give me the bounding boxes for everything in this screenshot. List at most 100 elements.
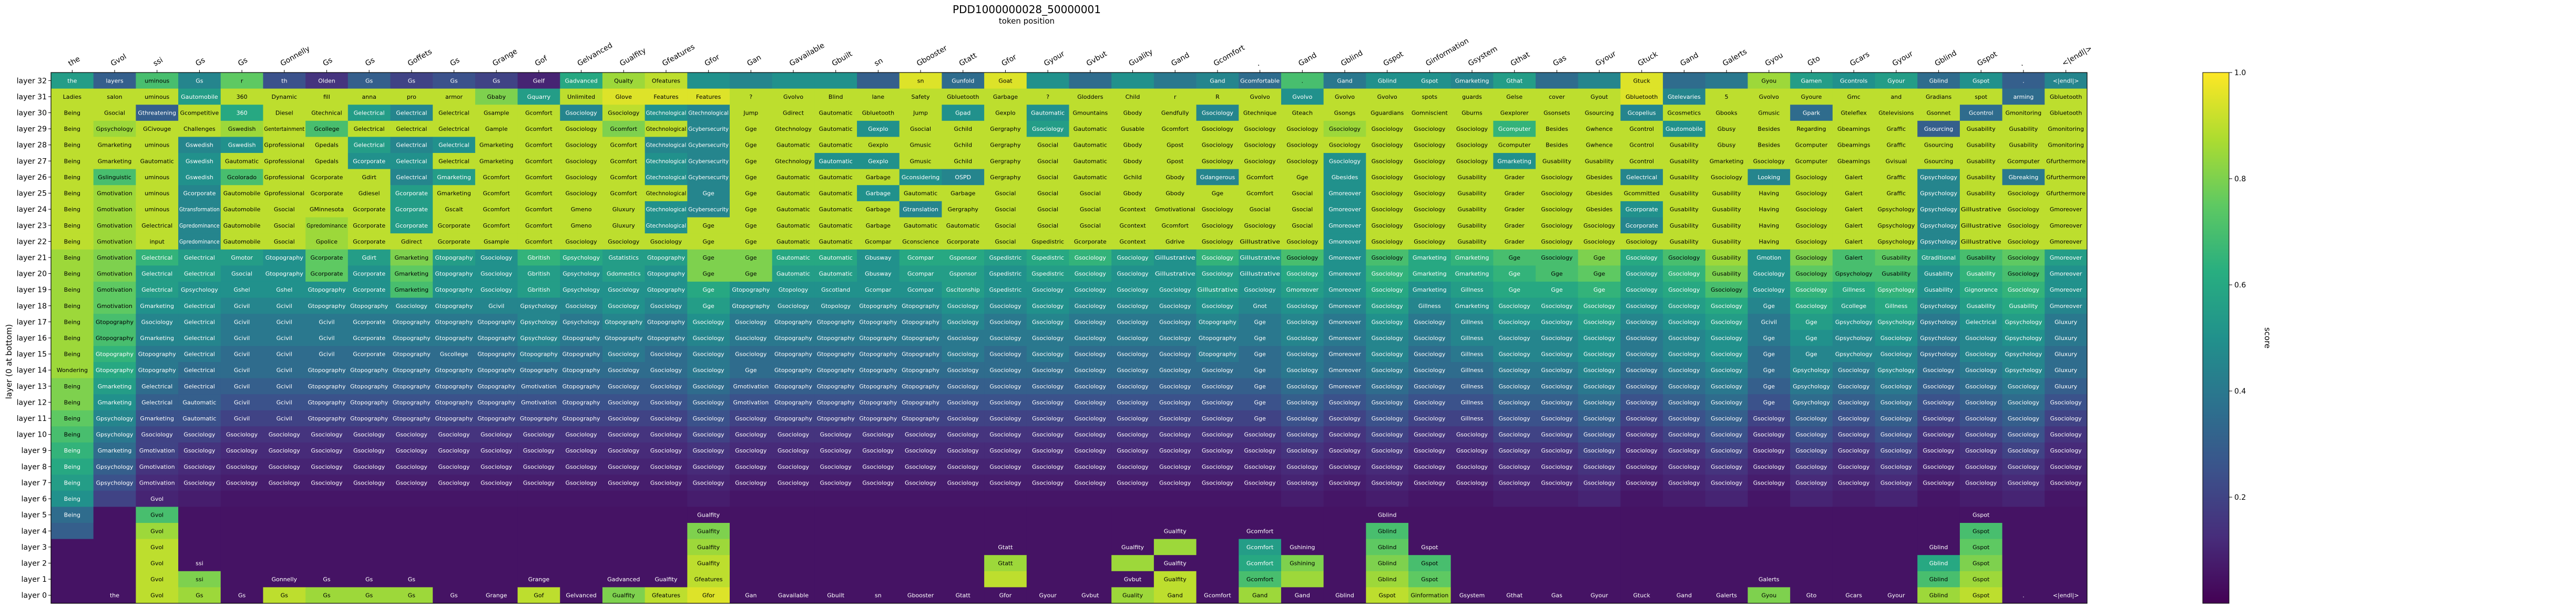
cell-label: Gsociology (566, 464, 598, 470)
cell-label: Gs (323, 592, 331, 599)
heatmap-cell (1323, 153, 1366, 170)
y-tick-label: layer 30 (17, 109, 47, 118)
heatmap-cell (305, 169, 349, 186)
cell-label: Gge (1805, 335, 1817, 342)
cell-label: Gvolvo (1250, 94, 1270, 100)
heatmap-cell (1620, 571, 1663, 588)
cell-label: Gsociology (1244, 158, 1276, 164)
cell-label: Gsociology (947, 479, 979, 486)
cell-label: Gsociology (947, 335, 979, 342)
cell-label: Gtopography (563, 415, 600, 422)
heatmap-cell (517, 233, 560, 250)
cell-label: Gtopography (477, 383, 515, 390)
cell-label: Gsociology (1329, 126, 1361, 132)
cell-label: Besides (1546, 142, 1568, 149)
cell-label: Gspedistric (1031, 271, 1064, 277)
heatmap-cell (1832, 153, 1876, 170)
cell-label: Being (64, 254, 80, 261)
heatmap-cell (220, 120, 263, 137)
cell-label: Gsociology (1032, 335, 1064, 342)
heatmap-cell (1450, 153, 1494, 170)
cell-label: Gusability (1670, 238, 1699, 245)
cell-label: Gsociology (1244, 286, 1276, 293)
cell-label: Gs (493, 77, 500, 84)
heatmap-cell (645, 169, 688, 186)
heatmap-cells: the layers uminous Gs r th Olden Gs Gs Gs Gs Gelf Ga… (51, 73, 2088, 604)
heatmap-cell (942, 185, 985, 202)
cell-label: Gcivil (277, 399, 292, 406)
heatmap-cell (687, 185, 730, 202)
cell-label: Gradians (1926, 94, 1952, 100)
cell-label: Gsociology (1923, 415, 1955, 422)
cell-label: Gsociology (1202, 158, 1234, 164)
heatmap-cell (517, 88, 560, 105)
cell-label: Gsociology (1117, 286, 1149, 293)
heatmap-cell (560, 120, 603, 137)
heatmap-cell (93, 522, 136, 540)
heatmap-cell (1620, 507, 1663, 523)
heatmap-cell (347, 88, 391, 105)
cell-label: Gswedish (186, 142, 213, 149)
heatmap-cell (687, 169, 730, 186)
cell-label: Gblind (1378, 560, 1397, 567)
heatmap-cell (1705, 153, 1748, 170)
cell-label: armor (445, 94, 463, 100)
cell-label: Gquarry (527, 94, 551, 100)
cell-label: Gsociology (566, 447, 598, 454)
cell-label: Gautomobile (223, 222, 261, 229)
cell-label: Gsociology (1499, 367, 1531, 374)
cell-label: Gtechnological (646, 174, 687, 181)
cell-label: Gge (1805, 318, 1817, 325)
cell-label: Gchild (954, 126, 972, 132)
heatmap-cell (1239, 105, 1282, 121)
heatmap-cell (687, 137, 730, 153)
heatmap-cell (51, 233, 94, 250)
cell-label: Gbesides (1586, 174, 1613, 181)
heatmap-cell (1239, 73, 1282, 89)
cell-label: Gautomatic (819, 142, 853, 149)
heatmap-cell (942, 120, 985, 137)
cell-label: Gonnelly (271, 576, 297, 583)
cell-label: Gtopography (647, 318, 685, 325)
y-tick-label: layer 28 (17, 141, 47, 150)
heatmap-cell (814, 490, 857, 507)
cell-label: Gsociology (608, 303, 640, 310)
heatmap-cell (390, 201, 433, 218)
cell-label: Gsociology (1075, 479, 1107, 486)
heatmap-cell (1832, 169, 1876, 186)
heatmap-cell (51, 88, 94, 105)
cell-label: . (1302, 77, 1304, 84)
cell-label: Ofeatures (652, 77, 680, 84)
y-tick-label: layer 32 (17, 77, 47, 85)
cell-label: Gsociology (1583, 367, 1616, 374)
cell-label: Gillustrative (1155, 271, 1195, 277)
cell-label: Gsociology (1880, 415, 1913, 422)
cell-label: Gautomatic (819, 271, 853, 277)
cell-label: Gsociology (1372, 447, 1404, 454)
heatmap-cell (1111, 507, 1154, 523)
cell-label: Gsociology (905, 447, 937, 454)
cell-label: Gusability (1458, 174, 1487, 181)
heatmap-cell (433, 120, 476, 137)
heatmap-cell (1875, 153, 1918, 170)
cell-label: Gmarketing (98, 447, 132, 454)
heatmap-cell (772, 571, 815, 588)
heatmap-cell (984, 217, 1027, 234)
cell-label: Gmusic (910, 142, 932, 149)
cell-label: Gelectrical (438, 110, 469, 117)
heatmap-cell (220, 169, 263, 186)
cell-label: Gmoreover (1328, 335, 1361, 342)
cell-label: Gsociology (1626, 351, 1658, 358)
y-tick-label: layer 2 (22, 559, 47, 568)
cell-label: Gburns (1461, 110, 1483, 117)
cell-label: Gcybersecurity (688, 206, 729, 213)
cell-label: Ladies (63, 94, 82, 100)
cell-label: Gpsychology (2005, 335, 2042, 342)
heatmap-cell (730, 233, 773, 250)
cell-label: Gmoreover (2050, 271, 2082, 277)
cell-label: Gsociology (2050, 464, 2082, 470)
heatmap-cell (2002, 169, 2045, 186)
heatmap-cell (560, 571, 603, 588)
heatmap-cell (1875, 105, 1918, 121)
heatmap-cell (602, 522, 646, 540)
